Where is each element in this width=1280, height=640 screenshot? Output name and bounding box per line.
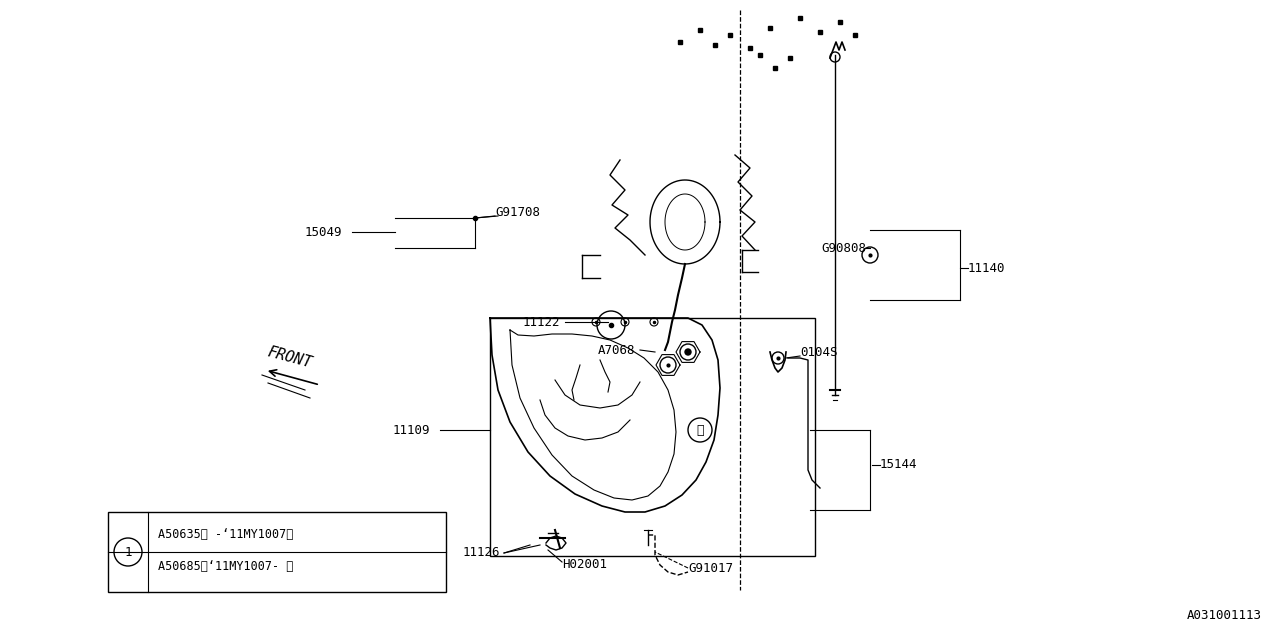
Text: 11126: 11126: [462, 547, 500, 559]
Text: 1: 1: [124, 545, 132, 559]
Text: A50685〈‘11MY1007- 〉: A50685〈‘11MY1007- 〉: [157, 561, 293, 573]
Text: 11122: 11122: [522, 316, 561, 328]
Text: A031001113: A031001113: [1187, 609, 1262, 622]
Circle shape: [685, 349, 691, 355]
Text: 0104S: 0104S: [800, 346, 837, 358]
Text: A7068: A7068: [598, 344, 635, 356]
Text: 11109: 11109: [393, 424, 430, 436]
Text: ①: ①: [696, 424, 704, 436]
Text: G90808: G90808: [820, 241, 867, 255]
Text: FRONT: FRONT: [266, 345, 314, 371]
Text: H02001: H02001: [562, 559, 607, 572]
Text: 11140: 11140: [968, 262, 1006, 275]
Text: 15144: 15144: [881, 458, 918, 472]
Text: 15049: 15049: [305, 225, 342, 239]
Text: G91708: G91708: [495, 205, 540, 218]
Text: A50635〈 -‘11MY1007〉: A50635〈 -‘11MY1007〉: [157, 529, 293, 541]
Text: G91017: G91017: [689, 561, 733, 575]
